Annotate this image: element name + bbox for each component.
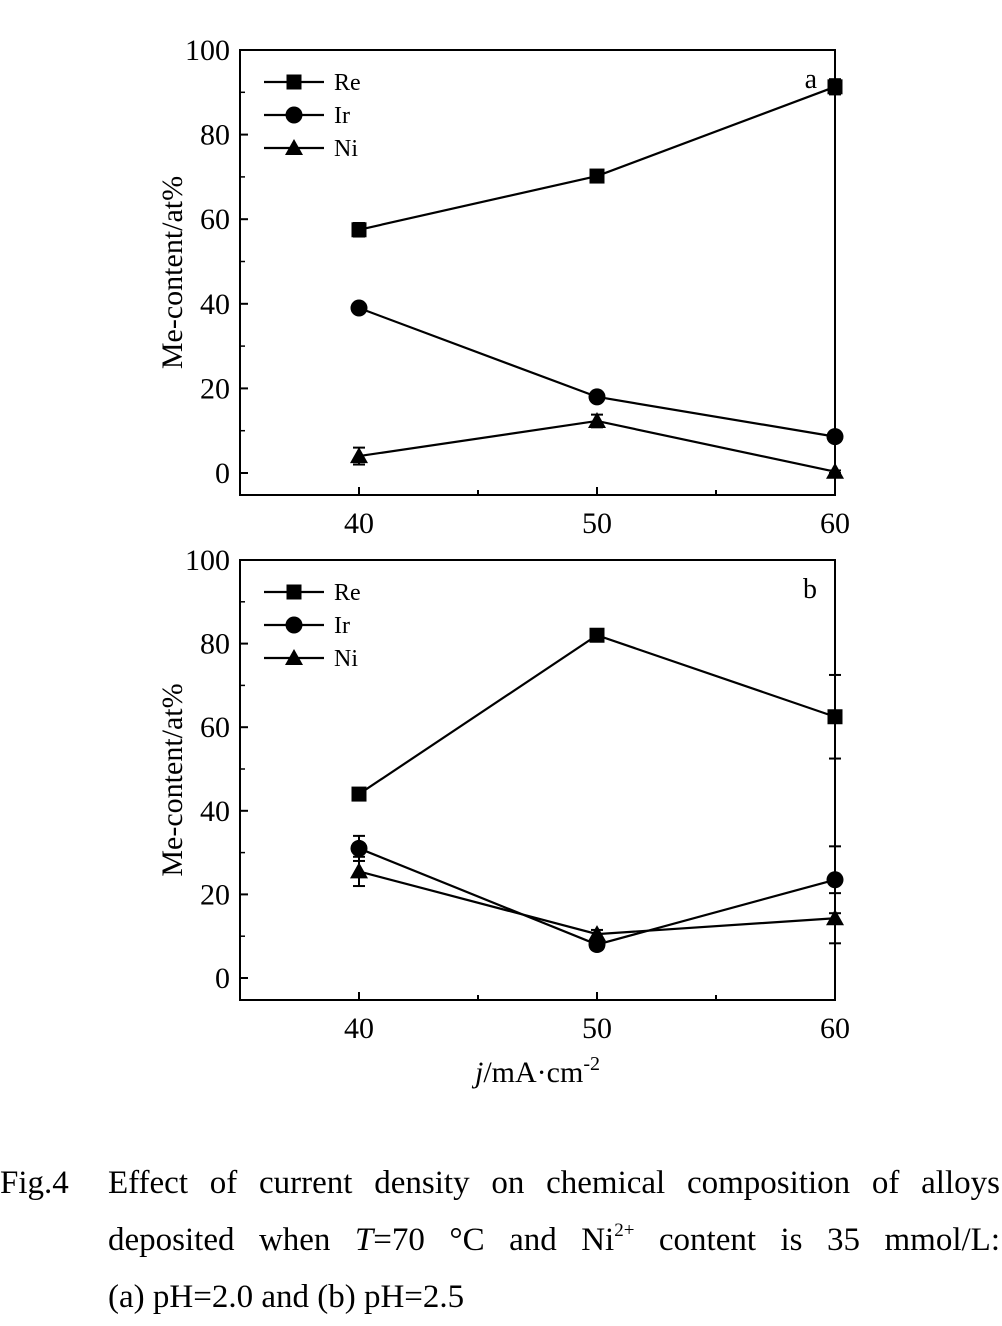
panel-a-panel-label: a — [805, 64, 818, 95]
panel-b-y-axis-label: Me-content/at% — [156, 683, 189, 876]
panel-a-re-point — [589, 168, 605, 184]
panel-b-re-point — [827, 709, 843, 725]
caption-line-3: (a) pH=2.0 and (b) pH=2.5 — [108, 1279, 465, 1315]
caption-temperature: =70 °C and Ni — [373, 1222, 615, 1258]
panel-a-y-tick-label: 40 — [200, 288, 230, 321]
panel-a-ir-point — [350, 299, 368, 317]
panel-b-legend-ir-marker — [285, 616, 303, 634]
panel-b-legend: Re Ir Ni — [264, 580, 361, 672]
panel-b-legend-re-marker — [286, 584, 302, 600]
x-axis-label-symbol: j — [471, 1056, 483, 1089]
panel-a-y-tick-label: 20 — [200, 372, 230, 405]
panel-b-x-axis-label: j/mA·cm-2 — [471, 1053, 600, 1089]
panel-b-panel-label: b — [803, 574, 817, 605]
panel-a-ir-point — [588, 388, 606, 406]
panel-a-legend-ir-label: Ir — [334, 103, 350, 129]
panel-b-y-tick-label: 0 — [215, 962, 230, 995]
panel-b-ni-point — [350, 862, 368, 879]
panel-b-legend-ir-label: Ir — [334, 613, 350, 639]
panel-a-plot-frame — [239, 49, 836, 496]
panel-a-y-tick-label: 100 — [185, 34, 230, 67]
panel-b-ni-point — [588, 925, 606, 942]
x-axis-label-exponent: -2 — [583, 1053, 600, 1075]
panel-b-re-point — [589, 627, 605, 643]
panel-a-x-tick-label: 40 — [344, 507, 374, 540]
panel-a-ni-point — [588, 411, 606, 428]
panel-a-legend-re-label: Re — [334, 70, 361, 96]
panel-a-ni-point — [350, 447, 368, 464]
caption-line-2: deposited when T=70 °C and Ni2+ content … — [108, 1212, 1002, 1269]
panel-b-ir-point — [350, 839, 368, 857]
panel-a-y-tick-label: 80 — [200, 119, 230, 152]
panel-b-legend-ni-label: Ni — [334, 646, 358, 672]
panel-b-x-tick-label: 50 — [582, 1012, 612, 1045]
panel-b-y-tick-label: 100 — [185, 544, 230, 577]
panel-a-ir-point — [826, 428, 844, 446]
panel-a-y-axis-label: Me-content/at% — [156, 176, 189, 369]
caption-temperature-symbol: T — [354, 1222, 374, 1258]
panel-b-series-re — [351, 627, 843, 802]
caption-label: Fig.4 — [0, 1165, 69, 1201]
caption-ni-charge: 2+ — [614, 1220, 635, 1241]
panel-b-x-tick-label: 60 — [820, 1012, 850, 1045]
panel-a-re-point — [827, 79, 843, 95]
panel-a-series-re — [351, 78, 843, 238]
panel-a-series-ir — [350, 299, 844, 446]
panel-a-legend-ni-label: Ni — [334, 136, 358, 162]
panel-a-legend-ni-marker — [285, 139, 303, 155]
panel-b-ni-point — [826, 909, 844, 926]
panel-b-x-tick-label: 40 — [344, 1012, 374, 1045]
panel-b-ni-line — [358, 870, 836, 936]
x-axis-label-unit: /mA·cm — [483, 1056, 583, 1089]
panel-b-group: 0 20 40 60 80 100 40 50 60 Me-content/at% b Re Ir Ni j… — [156, 544, 850, 1089]
panel-a-ni-point — [826, 462, 844, 479]
panel-b-y-tick-label: 80 — [200, 628, 230, 661]
panel-b-y-tick-label: 40 — [200, 795, 230, 828]
panel-b-ir-point — [826, 871, 844, 889]
panel-b-legend-re-label: Re — [334, 580, 361, 606]
panel-a-re-line — [358, 85, 836, 231]
panel-b-plot-frame — [239, 559, 836, 1001]
panel-a-legend: Re Ir Ni — [264, 70, 361, 162]
panel-a-y-tick-label: 0 — [215, 457, 230, 490]
panel-a-y-tick-label: 60 — [200, 203, 230, 236]
panel-a-re-point — [351, 222, 367, 238]
panel-b-series-ni — [350, 855, 844, 945]
panel-b-y-tick-label: 20 — [200, 878, 230, 911]
panel-a-legend-re-marker — [286, 74, 302, 90]
figure-caption: Fig.4 Effect of current density on chemi… — [0, 1155, 1002, 1326]
panel-b-legend-ni-marker — [285, 649, 303, 665]
panel-a-x-tick-label: 50 — [582, 507, 612, 540]
panel-b-re-line — [358, 634, 836, 795]
panel-b-re-point — [351, 786, 367, 802]
panel-b-y-tick-label: 60 — [200, 711, 230, 744]
caption-concentration: content is 35 mmol/L: — [634, 1222, 1000, 1258]
panel-a-legend-ir-marker — [285, 106, 303, 124]
caption-line-1: Effect of current density on chemical co… — [108, 1165, 1000, 1201]
panel-a-ni-line — [358, 419, 836, 473]
panel-a-group: 0 20 40 60 80 100 40 50 60 Me-content/at% a Re Ir Ni — [156, 34, 850, 540]
panel-a-x-tick-label: 60 — [820, 507, 850, 540]
panel-a-series-ni — [350, 411, 844, 479]
caption-deposited: deposited when — [108, 1222, 355, 1258]
